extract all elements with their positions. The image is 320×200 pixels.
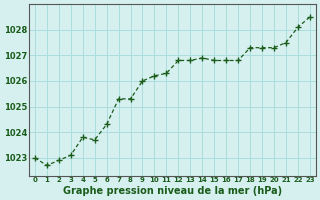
X-axis label: Graphe pression niveau de la mer (hPa): Graphe pression niveau de la mer (hPa) [63, 186, 282, 196]
